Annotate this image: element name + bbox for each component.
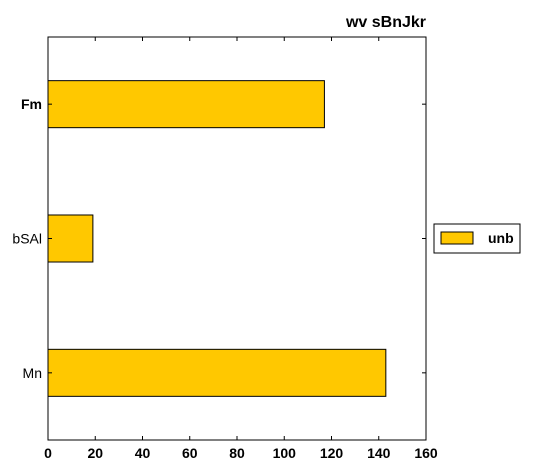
legend: unb [433,223,521,254]
x-tick-label: 20 [87,445,103,461]
chart-title: wv sBnJkr [345,14,426,31]
y-tick-label: Fm [21,96,42,112]
x-axis: 0 20 40 60 80 100 120 140 160 [44,37,438,461]
bar-mn [47,348,387,397]
x-tick-label: 60 [182,445,198,461]
x-tick-label: 120 [320,445,344,461]
bars-group [47,80,387,397]
x-tick-label: 140 [367,445,391,461]
x-tick-label: 160 [414,445,438,461]
x-tick-label: 100 [273,445,297,461]
y-axis: Fm bSAl Mn [12,96,426,381]
x-tick-label: 40 [135,445,151,461]
y-tick-label: Mn [23,365,42,381]
x-tick-label: 80 [229,445,245,461]
x-tick-label: 0 [44,445,52,461]
bar-fm [47,80,325,129]
bar-bsal [47,214,94,263]
legend-swatch [440,231,474,245]
legend-label: unb [488,230,514,246]
y-tick-label: bSAl [12,231,42,247]
